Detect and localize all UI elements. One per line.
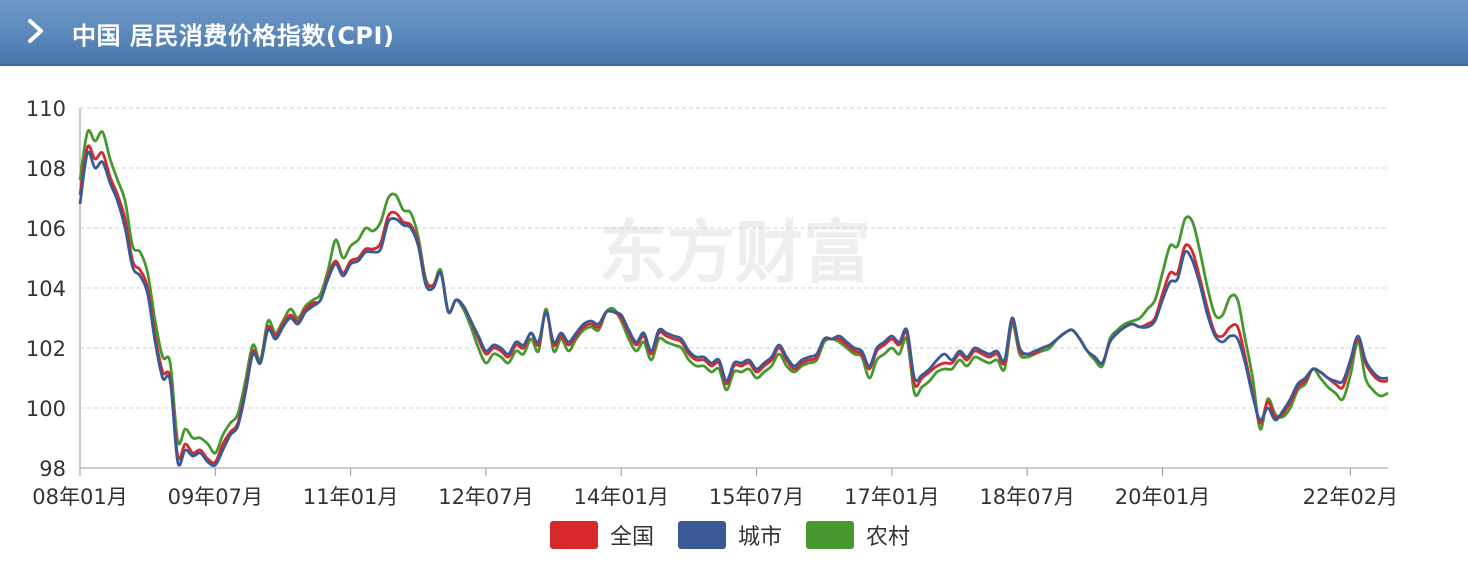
y-tick-label: 104 bbox=[26, 277, 66, 301]
chart-header: 中国 居民消费价格指数(CPI) bbox=[0, 0, 1468, 66]
watermark: 东方财富 bbox=[599, 214, 871, 293]
series-line-national[interactable] bbox=[78, 144, 1389, 465]
chevron-right-icon[interactable] bbox=[24, 16, 48, 46]
legend-label-national: 全国 bbox=[610, 525, 655, 550]
x-tick-label: 11年01月 bbox=[303, 485, 398, 509]
legend-label-urban: 城市 bbox=[738, 525, 783, 550]
y-axis: 98 100 102 104 106 108 110 bbox=[26, 97, 81, 481]
x-tick-label: 22年02月 bbox=[1303, 485, 1398, 509]
series-line-urban[interactable] bbox=[78, 150, 1389, 468]
chart-title: 中国 居民消费价格指数(CPI) bbox=[72, 22, 395, 50]
x-tick-label: 20年01月 bbox=[1115, 485, 1210, 509]
legend-swatch-national bbox=[550, 521, 598, 549]
x-tick-label: 08年01月 bbox=[32, 485, 127, 509]
y-tick-label: 98 bbox=[39, 457, 66, 481]
y-tick-label: 102 bbox=[26, 337, 66, 361]
y-tick-label: 110 bbox=[26, 97, 66, 121]
x-tick-label: 09年07月 bbox=[168, 485, 263, 509]
x-tick-label: 17年01月 bbox=[844, 485, 939, 509]
series-line-rural[interactable] bbox=[78, 129, 1389, 455]
y-tick-label: 100 bbox=[26, 397, 66, 421]
x-tick-label: 12年07月 bbox=[438, 485, 533, 509]
legend-item-national[interactable]: 全国 bbox=[550, 520, 654, 550]
y-tick-label: 108 bbox=[26, 157, 66, 181]
legend-label-rural: 农村 bbox=[866, 525, 911, 550]
legend-swatch-urban bbox=[678, 521, 726, 549]
x-tick-label: 14年01月 bbox=[574, 485, 669, 509]
legend-item-urban[interactable]: 城市 bbox=[678, 520, 782, 550]
y-tick-label: 106 bbox=[26, 217, 66, 241]
legend-swatch-rural bbox=[806, 521, 854, 549]
cpi-line-chart: 东方财富 98 100 102 104 106 108 110 08年01月 09年07月 11… bbox=[26, 97, 1398, 509]
x-axis: 08年01月 09年07月 11年01月 12年07月 14年01月 15年07月 17年0… bbox=[32, 467, 1398, 509]
grid-lines bbox=[80, 107, 1388, 409]
series-lines bbox=[78, 129, 1389, 468]
x-tick-label: 18年07月 bbox=[979, 485, 1074, 509]
legend-item-rural[interactable]: 农村 bbox=[806, 520, 910, 550]
legend: 全国 城市 农村 bbox=[0, 520, 1468, 550]
x-tick-label: 15年07月 bbox=[709, 485, 804, 509]
